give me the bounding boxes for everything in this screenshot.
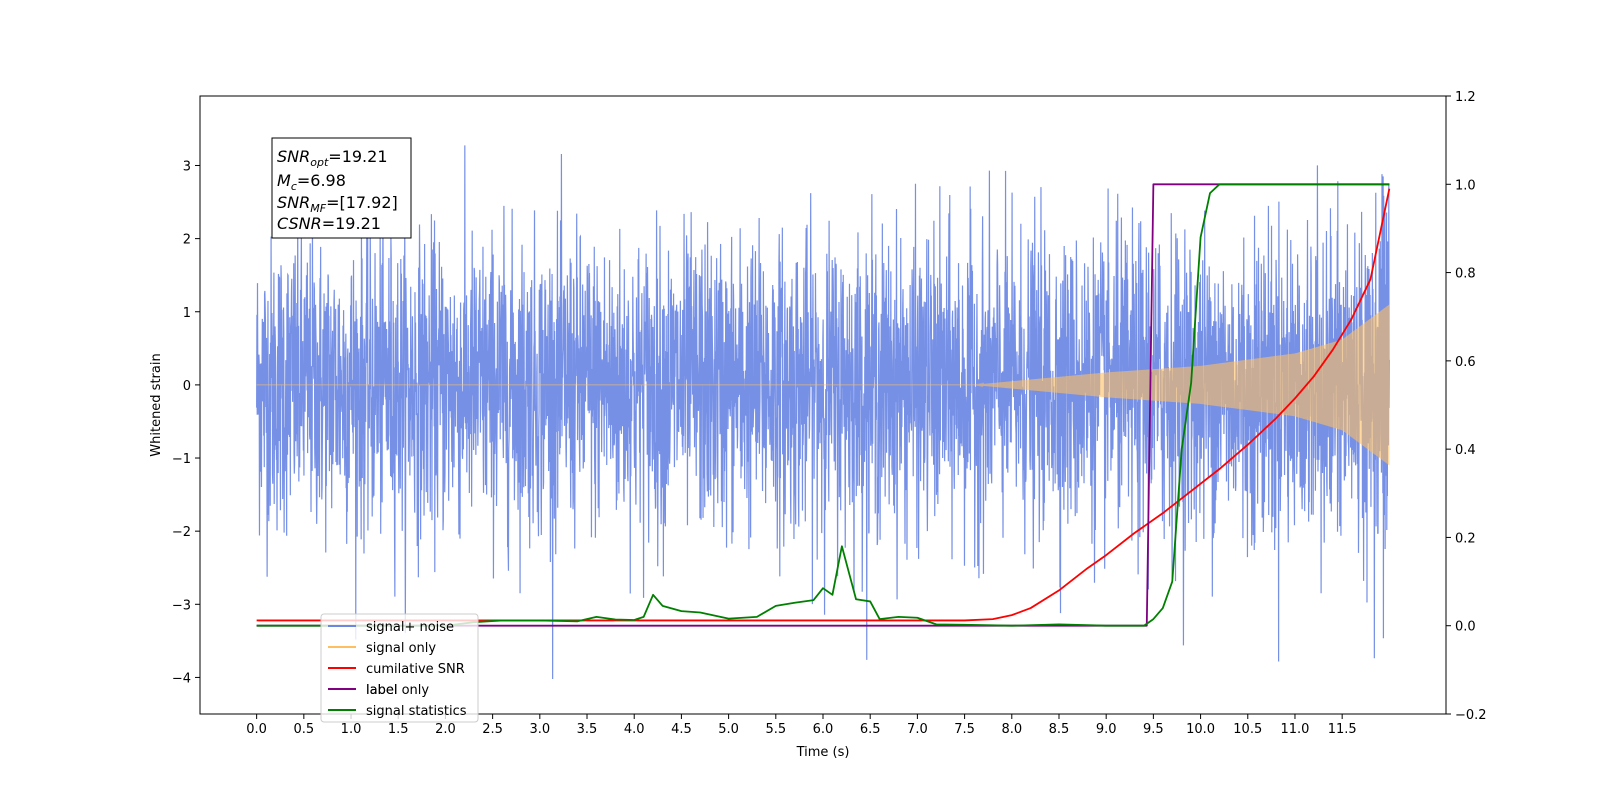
y-axis-label: Whitened strain: [149, 353, 164, 456]
x-tick-label: 1.0: [341, 722, 362, 737]
y-tick-label: 2: [183, 233, 191, 248]
legend-entry-signal-statistics: signal statistics: [366, 704, 467, 719]
annotation-csnr: CSNR=19.21: [277, 214, 381, 233]
axes: 0.0 0.5 1.0 1.5 2.0 2.5 3.0 3.5 4.0 4.5 5.0 5.5 6.0 6…: [172, 90, 1487, 737]
legend-entry-signal-noise: signal+ noise: [366, 620, 454, 635]
y2-tick-label: 0.6: [1455, 355, 1476, 370]
x-axis-label: Time (s): [796, 745, 850, 760]
x-tick-label: 9.5: [1143, 722, 1164, 737]
x-tick-label: 3.0: [529, 722, 550, 737]
y-tick-label: −1: [172, 452, 191, 467]
x-tick-label: 5.5: [765, 722, 786, 737]
annotation-snr-opt: SNRopt=19.21: [277, 147, 388, 169]
x-tick-label: 11.0: [1280, 722, 1309, 737]
legend-entry-cumulative-snr: cumilative SNR: [366, 662, 465, 677]
y-tick-label: 1: [183, 306, 191, 321]
x-tick-label: 9.0: [1096, 722, 1117, 737]
x-tick-label: 10.0: [1186, 722, 1215, 737]
y2-tick-label: 1.0: [1455, 178, 1476, 193]
x-tick-label: 1.5: [388, 722, 409, 737]
legend-entry-label: label: [366, 683, 397, 698]
y-tick-label: −4: [172, 671, 191, 686]
annotation-frame: [271, 137, 412, 239]
legend-frame: [320, 613, 479, 723]
x-tick-label: 3.5: [577, 722, 598, 737]
x-tick-label: 2.5: [482, 722, 503, 737]
annotation-snr-mf: SNRMF=[17.92]: [277, 193, 398, 215]
legend-overlapped-text: label only: [366, 683, 429, 698]
x-tick-label: 7.0: [907, 722, 928, 737]
series-signal-statistics: [256, 183, 1390, 627]
x-tick-label: 11.5: [1328, 722, 1357, 737]
y2-tick-label: 0.8: [1455, 267, 1476, 282]
y-tick-label: −2: [172, 525, 191, 540]
y2-tick-label: 1.2: [1455, 90, 1476, 105]
y-tick-label: −3: [172, 598, 191, 613]
x-tick-label: 10.5: [1233, 722, 1262, 737]
annotation-mc: Mc=6.98: [277, 171, 346, 193]
x-tick-label: 5.0: [718, 722, 739, 737]
x-tick-label: 6.0: [813, 722, 834, 737]
y2-tick-label: 0.2: [1455, 531, 1476, 546]
legend-entry-signal-only: signal only: [366, 641, 436, 656]
x-tick-label: 8.5: [1049, 722, 1070, 737]
y2-tick-label: −0.2: [1455, 708, 1487, 723]
x-tick-label: 0.5: [293, 722, 314, 737]
y2-tick-label: 0.4: [1455, 443, 1476, 458]
x-tick-label: 4.5: [671, 722, 692, 737]
y-tick-label: 3: [183, 159, 191, 174]
legend: label only signal+ noise signal only cum…: [320, 613, 479, 723]
series-signal-noise: [256, 145, 1390, 680]
series-cumulative-snr: [256, 188, 1391, 622]
x-tick-label: 8.0: [1001, 722, 1022, 737]
x-tick-label: 2.0: [435, 722, 456, 737]
x-tick-label: 7.5: [954, 722, 975, 737]
x-tick-label: 6.5: [860, 722, 881, 737]
x-tick-label: 0.0: [246, 722, 267, 737]
series-signal-only: [256, 304, 1390, 465]
annotation-box: SNRopt=19.21 Mc=6.98 SNRMF=[17.92] CSNR=…: [271, 137, 412, 239]
plot-area: [256, 145, 1391, 680]
y-tick-label: 0: [183, 379, 191, 394]
x-tick-label: 4.0: [624, 722, 645, 737]
y2-tick-label: 0.0: [1455, 620, 1476, 635]
